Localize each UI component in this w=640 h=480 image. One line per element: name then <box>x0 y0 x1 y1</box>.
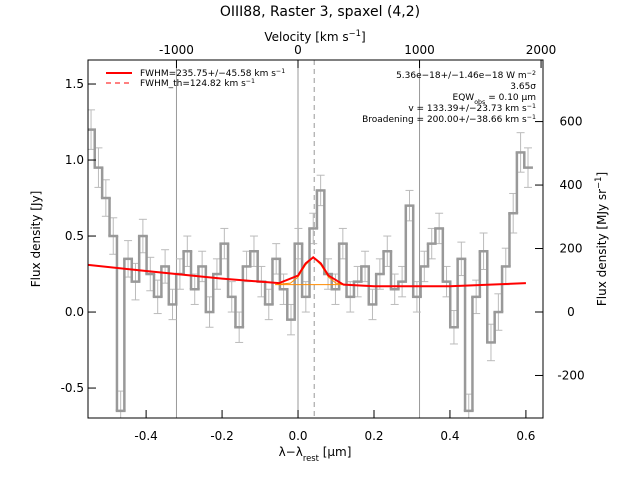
x-tick-label: 0.6 <box>516 429 535 443</box>
y-tick-label: 0.0 <box>65 305 84 319</box>
y-tick-label: 0.5 <box>65 229 84 243</box>
x2-tick-label: 1000 <box>404 43 435 57</box>
x2-tick-label: -1000 <box>159 43 194 57</box>
fit-line <box>88 256 526 288</box>
text-part: [μm] <box>319 445 352 459</box>
text-part: ] <box>361 30 366 44</box>
text-part: −1 <box>349 28 361 38</box>
legend-label: FWHM_th=124.82 km s−1 <box>140 78 255 90</box>
x-tick-label: 0.4 <box>440 429 459 443</box>
text-part: v = 133.39+/−23.73 km s <box>408 104 527 114</box>
text-part: rest <box>303 453 320 463</box>
y2-tick-label: 400 <box>560 178 583 192</box>
x-tick-label: -0.4 <box>134 429 157 443</box>
y2-tick-label: 600 <box>560 115 583 129</box>
plot-area <box>88 60 533 418</box>
y-tick-label: 1.5 <box>65 77 84 91</box>
text-part: −1 <box>527 103 536 110</box>
text-part: λ−λ <box>279 445 303 459</box>
axes-frame <box>87 59 544 419</box>
text-part: Broadening = 200.00+/−38.66 km s <box>362 115 527 125</box>
chart-title: OIII88, Raster 3, spaxel (4,2) <box>220 4 420 20</box>
x2-axis-label: Velocity [km s−1] <box>264 28 365 44</box>
text-part: −1 <box>246 78 255 85</box>
text-part: 5.36e−18+/−1.46e−18 W m <box>396 71 527 81</box>
y2-tick-label: -200 <box>557 368 584 382</box>
x2-tick-label: 0 <box>294 43 302 57</box>
text-part: 3.65σ <box>510 82 536 92</box>
text-part: = 0.10 μm <box>485 93 536 103</box>
annotation: 3.65σ <box>510 82 536 92</box>
y2-tick-label: 200 <box>560 242 583 256</box>
y-tick-label: 1.0 <box>65 153 84 167</box>
text-part: −2 <box>527 70 536 77</box>
text-part: FWHM=235.75+/−45.58 km s <box>140 69 276 79</box>
text-part: ] <box>595 172 609 177</box>
text-part: −1 <box>593 177 603 189</box>
x2-tick-label: 2000 <box>526 43 557 57</box>
annotation: v = 133.39+/−23.73 km s−1 <box>408 103 536 115</box>
text-part: −1 <box>527 114 536 121</box>
x-tick-label: -0.2 <box>210 429 233 443</box>
annotation: EQWobs = 0.10 μm <box>453 93 536 106</box>
text-part: Flux density [Jy] <box>29 191 43 288</box>
annotation: Broadening = 200.00+/−38.66 km s−1 <box>362 114 536 126</box>
text-part: −1 <box>276 68 285 75</box>
legend-label: FWHM=235.75+/−45.58 km s−1 <box>140 68 285 80</box>
y-axis-label: Flux density [Jy] <box>29 191 43 288</box>
text-part: FWHM_th=124.82 km s <box>140 79 246 89</box>
x-axis-label: λ−λrest [μm] <box>279 445 352 463</box>
text-part: obs <box>474 99 485 106</box>
text-part: Flux density [MJy sr <box>595 189 609 306</box>
text-part: EQW <box>453 93 475 103</box>
x-tick-label: 0.0 <box>288 429 307 443</box>
y-tick-label: -0.5 <box>61 381 84 395</box>
text-part: Velocity [km s <box>264 30 348 44</box>
y2-axis-label: Flux density [MJy sr−1] <box>593 172 609 306</box>
step-connector <box>93 129 526 411</box>
y2-tick-label: 0 <box>567 305 575 319</box>
x-tick-label: 0.2 <box>364 429 383 443</box>
annotation: 5.36e−18+/−1.46e−18 W m−2 <box>396 70 536 82</box>
